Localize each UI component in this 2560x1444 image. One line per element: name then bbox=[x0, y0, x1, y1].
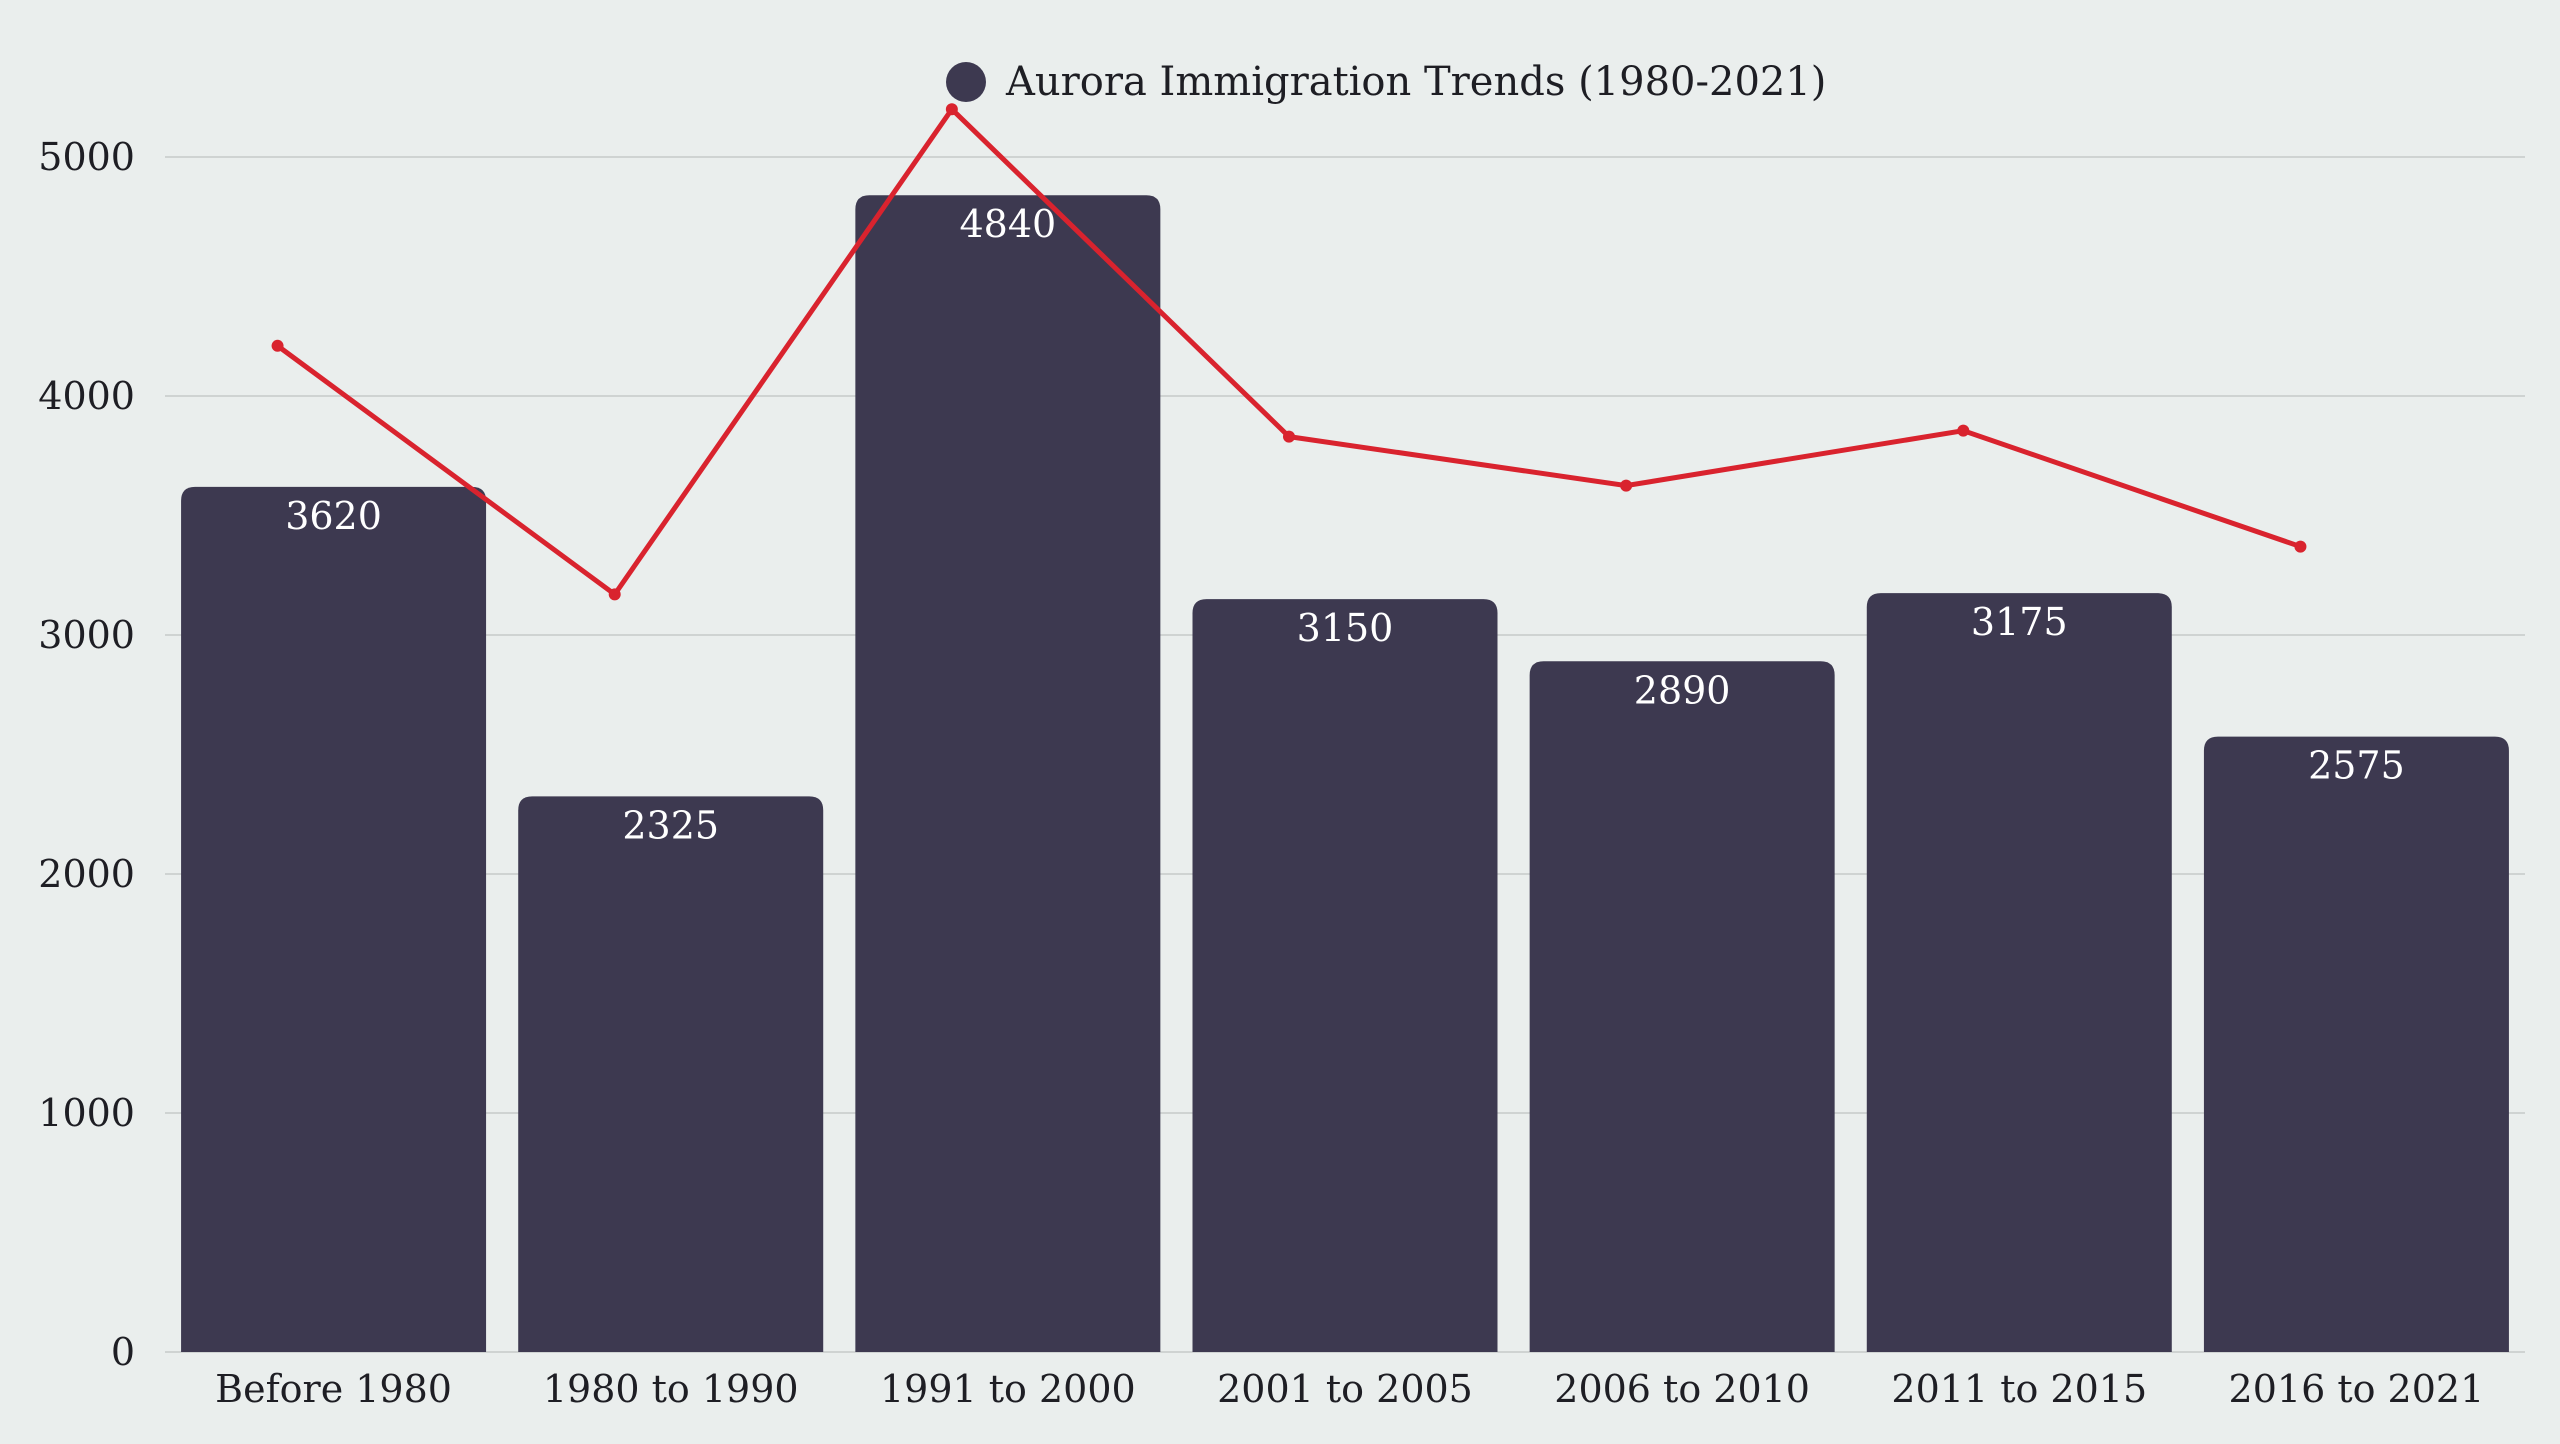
bar-data-label: 3620 bbox=[285, 494, 382, 538]
bar bbox=[181, 486, 487, 1352]
x-tick-label: 1991 to 2000 bbox=[880, 1367, 1136, 1411]
y-tick-label: 4000 bbox=[38, 374, 135, 418]
x-tick-label: 1980 to 1990 bbox=[543, 1367, 799, 1411]
bar bbox=[1192, 599, 1498, 1352]
bar bbox=[2203, 736, 2509, 1352]
bar-data-label: 3150 bbox=[1297, 606, 1394, 650]
line-point bbox=[2294, 540, 2307, 553]
line-point bbox=[1957, 424, 1970, 437]
line-point bbox=[945, 103, 958, 116]
bar-data-label: 2890 bbox=[1634, 668, 1731, 712]
x-tick-label: 2006 to 2010 bbox=[1554, 1367, 1810, 1411]
y-tick-label: 5000 bbox=[38, 135, 135, 179]
y-tick-label: 1000 bbox=[38, 1091, 135, 1135]
bar-layer bbox=[181, 195, 2509, 1353]
x-tick-label: 2001 to 2005 bbox=[1217, 1367, 1473, 1411]
bar-data-label: 4840 bbox=[959, 202, 1056, 246]
legend: Aurora Immigration Trends (1980-2021) bbox=[946, 59, 1826, 105]
x-tick-label: 2011 to 2015 bbox=[1891, 1367, 2147, 1411]
bar bbox=[1866, 593, 2172, 1352]
x-tick-label: Before 1980 bbox=[215, 1367, 452, 1411]
y-tick-label: 2000 bbox=[38, 852, 135, 896]
legend-marker bbox=[946, 62, 986, 102]
x-tick-label: 2016 to 2021 bbox=[2229, 1367, 2485, 1411]
bar-data-label: 3175 bbox=[1971, 600, 2068, 644]
bar-data-label: 2575 bbox=[2308, 744, 2405, 788]
bar-data-label: 2325 bbox=[622, 803, 719, 847]
line-point bbox=[1283, 430, 1295, 443]
label-layer: 0 1000 2000 3000 4000 5000 3620 2325 4840 3150 289… bbox=[38, 135, 2484, 1411]
line-series bbox=[276, 105, 2302, 598]
bar bbox=[855, 195, 1161, 1353]
line-point bbox=[1620, 479, 1633, 492]
line-point bbox=[608, 588, 621, 601]
bar bbox=[518, 796, 824, 1352]
bar bbox=[1529, 661, 1835, 1352]
line-point bbox=[271, 339, 284, 352]
y-tick-label: 3000 bbox=[38, 613, 135, 657]
line-layer bbox=[271, 103, 2307, 601]
y-tick-label: 0 bbox=[111, 1330, 135, 1374]
legend-label: Aurora Immigration Trends (1980-2021) bbox=[1005, 59, 1826, 105]
